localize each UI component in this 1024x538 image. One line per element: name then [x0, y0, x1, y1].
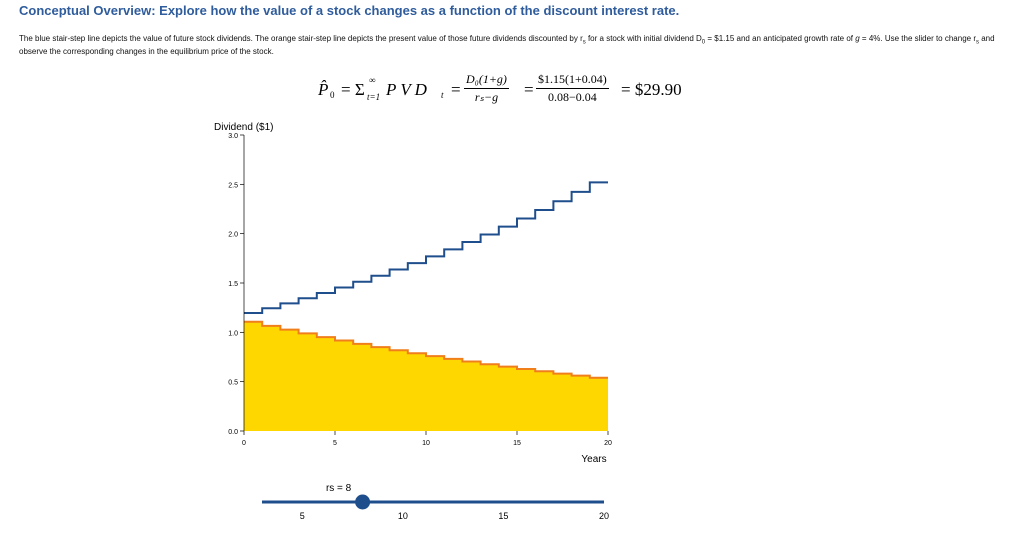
- formula-sum-lower: t=1: [367, 92, 381, 102]
- y-tick-label: 1.5: [228, 281, 238, 288]
- description-sub: s: [976, 39, 979, 46]
- x-tick-label: 0: [242, 440, 246, 447]
- formula-lhs: P̂: [318, 80, 329, 99]
- formula-fraction-general: D₀(1+g) rₛ−g: [464, 72, 509, 105]
- description-g: g: [855, 34, 860, 43]
- slider-value-label: rs = 8: [326, 483, 352, 494]
- description-sub: 0: [701, 39, 706, 46]
- formula-fraction-den: 0.08−0.04: [547, 90, 597, 104]
- description-text: = 4%. Use the slider to change r: [859, 34, 976, 43]
- x-tick-label: 5: [333, 440, 337, 447]
- y-axis: 0.0 0.5 1.0 1.5 2.0 2.5 3.0: [228, 133, 245, 436]
- description: The blue stair-step line depicts the val…: [19, 33, 1009, 58]
- future-dividend-line: [244, 181, 608, 314]
- formula-lhs-sub: 0: [330, 90, 335, 100]
- x-tick-label: 20: [604, 440, 612, 447]
- x-tick-label: 10: [422, 440, 430, 447]
- formula-fraction-num: D₀(1+g): [464, 72, 509, 89]
- y-axis-label: Dividend ($1): [214, 122, 273, 133]
- y-tick-label: 2.5: [228, 182, 238, 189]
- formula-sum-upper: ∞: [369, 75, 376, 85]
- y-tick-label: 2.0: [228, 232, 238, 239]
- slider-tick-label: 20: [599, 511, 609, 521]
- formula-fraction-den: rₛ−g: [474, 90, 499, 104]
- formula-result: = $29.90: [621, 80, 682, 99]
- plot-area: [244, 181, 608, 431]
- formula-sum: = Σ: [341, 80, 365, 99]
- formula-eq: =: [524, 80, 534, 99]
- discount-rate-slider[interactable]: 5 10 15 20 rs = 8: [262, 483, 609, 521]
- formula-fraction-values: $1.15(1+0.04) 0.08−0.04: [536, 72, 609, 105]
- x-tick-label: 15: [513, 440, 521, 447]
- formula-eq: =: [451, 80, 461, 99]
- y-tick-label: 0.5: [228, 380, 238, 387]
- slider-thumb[interactable]: [355, 494, 371, 510]
- page-heading: Conceptual Overview: Explore how the val…: [19, 3, 680, 18]
- formula-fraction-num: $1.15(1+0.04): [536, 72, 609, 89]
- x-axis-label: Years: [581, 454, 606, 465]
- description-text: and observe the corresponding changes in…: [19, 34, 995, 56]
- description-text: The blue stair-step line depicts the val…: [19, 34, 583, 43]
- x-axis: 0 5 10 15 20: [242, 431, 612, 447]
- description-sub: s: [582, 39, 586, 46]
- y-tick-label: 1.0: [228, 330, 238, 337]
- description-text: = $1.15 and an anticipated growth rate o…: [705, 34, 856, 43]
- y-tick-label: 3.0: [228, 133, 238, 140]
- present-value-line: [244, 320, 608, 379]
- y-tick-label: 0.0: [228, 429, 238, 436]
- formula-pvd-sub: t: [441, 90, 444, 100]
- present-value-area: [244, 321, 608, 431]
- slider-tick-label: 10: [398, 511, 408, 521]
- description-text: for a stock with initial dividend D: [585, 34, 702, 43]
- slider-tick-label: 15: [498, 511, 508, 521]
- slider-tick-label: 5: [300, 511, 305, 521]
- formula-pvd: P V D: [386, 80, 427, 99]
